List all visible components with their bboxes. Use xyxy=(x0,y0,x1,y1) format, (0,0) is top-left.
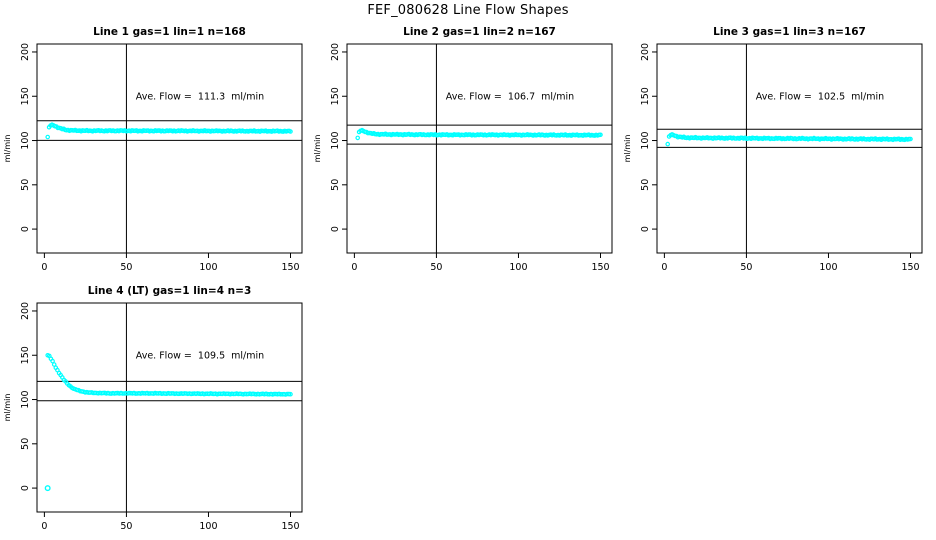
x-tick-label: 50 xyxy=(740,262,752,273)
ave-flow-annotation: Ave. Flow = 109.5 ml/min xyxy=(136,350,264,361)
panel-title: Line 1 gas=1 lin=1 n=168 xyxy=(93,26,246,38)
panel-line4-chart: Line 4 (LT) gas=1 lin=4 n=3 0 50 100 150 200 0… xyxy=(3,285,303,532)
x-tick-label: 150 xyxy=(901,262,919,273)
y-axis-label: ml/min xyxy=(623,135,632,163)
y-tick-label: 0 xyxy=(20,226,31,232)
y-tick-label: 0 xyxy=(640,226,651,232)
x-tick-label: 0 xyxy=(41,262,47,273)
panel-line2: Line 2 gas=1 lin=2 n=167 0 50 100 150 200 0 50 1… xyxy=(311,20,620,281)
plot-box xyxy=(346,43,613,254)
y-axis-label: ml/min xyxy=(313,135,322,163)
x-tick-label: 0 xyxy=(661,262,667,273)
x-tick-label: 50 xyxy=(430,262,442,273)
x-tick-label: 0 xyxy=(41,521,47,532)
plot-box xyxy=(656,43,923,254)
x-tick-label: 100 xyxy=(819,262,837,273)
y-tick-label: 50 xyxy=(20,179,31,191)
panel-line1-chart: Line 1 gas=1 lin=1 n=168 0 50 100 150 200 0 50 1… xyxy=(3,26,303,273)
y-tick-label: 100 xyxy=(330,131,341,149)
ave-flow-annotation: Ave. Flow = 102.5 ml/min xyxy=(756,91,884,102)
outlier-point xyxy=(44,485,51,492)
panel-title: Line 4 (LT) gas=1 lin=4 n=3 xyxy=(88,285,252,297)
data-points xyxy=(45,353,293,397)
y-tick-label: 100 xyxy=(640,131,651,149)
y-tick-label: 0 xyxy=(20,485,31,491)
y-axis-label: ml/min xyxy=(3,394,12,422)
x-tick-label: 100 xyxy=(199,521,217,532)
y-tick-label: 200 xyxy=(20,302,31,320)
plot-box xyxy=(36,43,303,254)
y-tick-label: 150 xyxy=(640,87,651,105)
panel-title: Line 3 gas=1 lin=3 n=167 xyxy=(713,26,866,38)
panel-line1: Line 1 gas=1 lin=1 n=168 0 50 100 150 200 0 50 1… xyxy=(1,20,310,281)
y-tick-label: 0 xyxy=(330,226,341,232)
y-tick-label: 100 xyxy=(20,390,31,408)
x-tick-label: 0 xyxy=(351,262,357,273)
y-tick-label: 150 xyxy=(330,87,341,105)
y-tick-label: 50 xyxy=(330,179,341,191)
ave-flow-annotation: Ave. Flow = 111.3 ml/min xyxy=(136,91,264,102)
y-tick-label: 150 xyxy=(20,346,31,364)
data-points xyxy=(355,127,603,141)
y-tick-label: 150 xyxy=(20,87,31,105)
data-points xyxy=(45,122,293,140)
panel-title: Line 2 gas=1 lin=2 n=167 xyxy=(403,26,556,38)
plot-box xyxy=(36,302,303,513)
x-tick-label: 50 xyxy=(120,262,132,273)
y-tick-label: 50 xyxy=(640,179,651,191)
y-tick-label: 100 xyxy=(20,131,31,149)
panel-line2-chart: Line 2 gas=1 lin=2 n=167 0 50 100 150 200 0 50 1… xyxy=(313,26,613,273)
panel-line3-chart: Line 3 gas=1 lin=3 n=167 0 50 100 150 200 0 50 1… xyxy=(623,26,923,273)
x-tick-label: 150 xyxy=(281,262,299,273)
x-tick-label: 50 xyxy=(120,521,132,532)
panel-line3: Line 3 gas=1 lin=3 n=167 0 50 100 150 200 0 50 1… xyxy=(621,20,930,281)
x-tick-label: 100 xyxy=(199,262,217,273)
y-tick-label: 50 xyxy=(20,438,31,450)
y-axis-label: ml/min xyxy=(3,135,12,163)
panel-line4: Line 4 (LT) gas=1 lin=4 n=3 0 50 100 150 200 0… xyxy=(1,279,310,540)
x-tick-label: 100 xyxy=(509,262,527,273)
data-points xyxy=(665,132,913,147)
ave-flow-annotation: Ave. Flow = 106.7 ml/min xyxy=(446,91,574,102)
y-tick-label: 200 xyxy=(20,43,31,61)
x-tick-label: 150 xyxy=(591,262,609,273)
y-tick-label: 200 xyxy=(640,43,651,61)
main-title: FEF_080628 Line Flow Shapes xyxy=(367,3,569,18)
y-tick-label: 200 xyxy=(330,43,341,61)
x-tick-label: 150 xyxy=(281,521,299,532)
